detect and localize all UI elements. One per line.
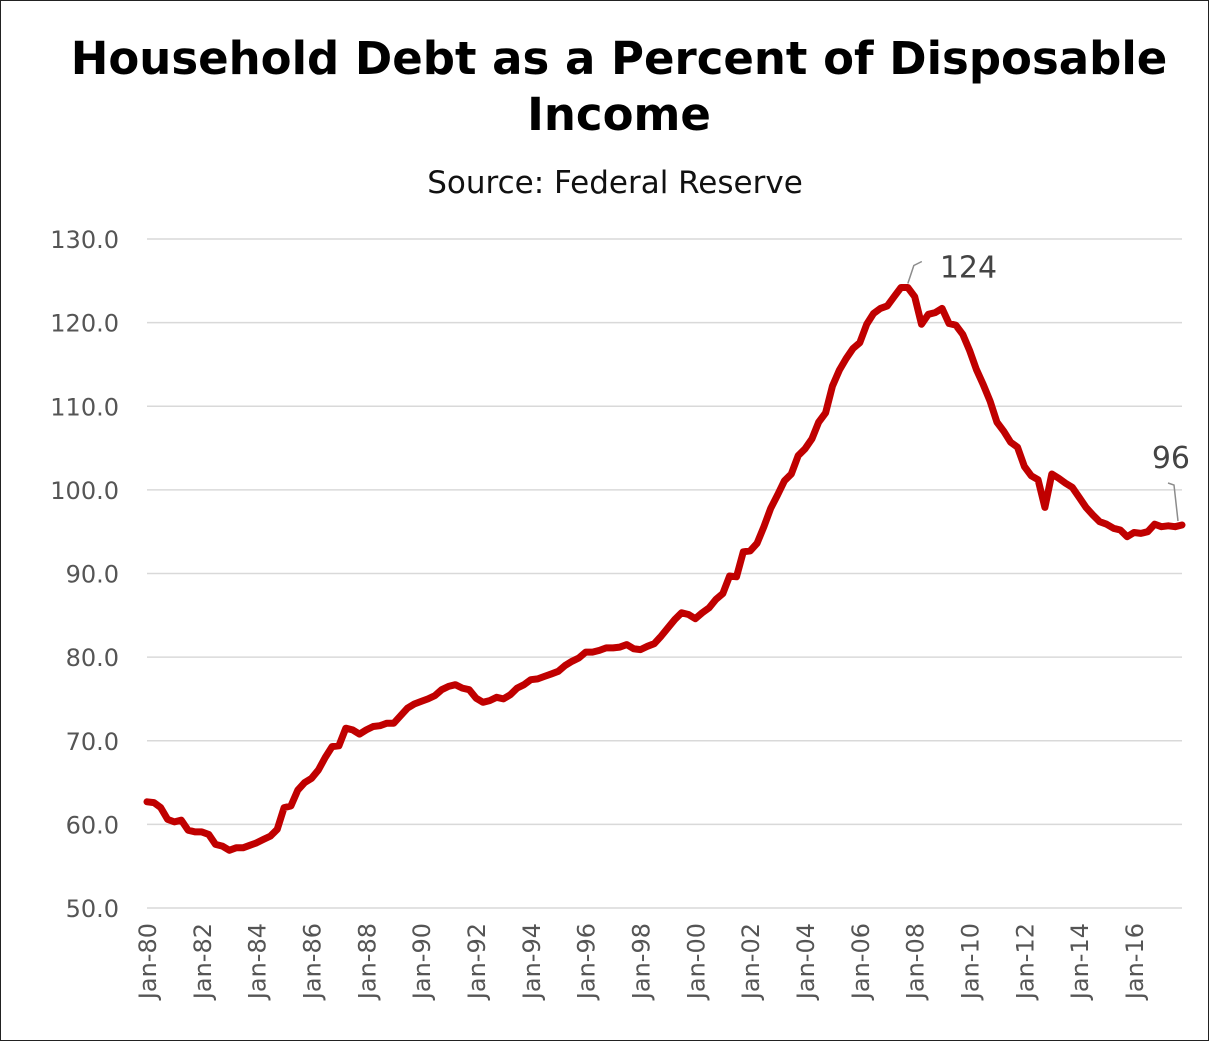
x-tick-label: Jan-86 xyxy=(299,923,327,1001)
data-label-leader xyxy=(1167,482,1179,522)
y-tick-label: 60.0 xyxy=(66,811,119,839)
x-tick-label: Jan-90 xyxy=(408,923,436,1001)
x-tick-label: Jan-92 xyxy=(463,923,491,1001)
chart-subtitle: Source: Federal Reserve xyxy=(427,165,803,201)
y-tick-label: 130.0 xyxy=(50,226,119,254)
x-tick-label: Jan-08 xyxy=(902,923,930,1001)
x-tick-label: Jan-00 xyxy=(682,923,710,1001)
x-tick-label: Jan-02 xyxy=(737,923,765,1001)
y-tick-label: 110.0 xyxy=(50,393,119,421)
x-tick-label: Jan-80 xyxy=(134,923,162,1001)
y-tick-label: 50.0 xyxy=(66,895,119,923)
y-tick-label: 80.0 xyxy=(66,644,119,672)
x-tick-label: Jan-10 xyxy=(957,923,985,1001)
x-tick-label: Jan-96 xyxy=(573,923,601,1001)
x-tick-label: Jan-84 xyxy=(244,923,272,1001)
x-tick-label: Jan-88 xyxy=(353,923,381,1001)
gridlines xyxy=(147,238,1182,909)
data-label: 96 xyxy=(1152,441,1190,476)
x-axis: Jan-80 Jan-82 Jan-84 Jan-86 Jan-88 Jan-90 Jan-… xyxy=(134,923,1149,1001)
series-layer xyxy=(143,284,1186,854)
y-tick-label: 70.0 xyxy=(66,728,119,756)
x-tick-label: Jan-12 xyxy=(1011,923,1039,1001)
x-tick-label: Jan-94 xyxy=(518,923,546,1001)
y-axis: 50.0 60.0 70.0 80.0 90.0 100.0 110.0 120.0 130.0 xyxy=(50,226,119,923)
x-tick-label: Jan-82 xyxy=(189,923,217,1001)
data-label: 124 xyxy=(940,251,997,286)
x-tick-label: Jan-16 xyxy=(1121,923,1149,1001)
x-tick-label: Jan-06 xyxy=(847,923,875,1001)
x-tick-label: Jan-98 xyxy=(628,923,656,1001)
chart-title: Household Debt as a Percent of Disposabl… xyxy=(70,32,1168,141)
y-tick-label: 90.0 xyxy=(66,561,119,589)
debt-ratio-line xyxy=(143,284,1186,854)
y-tick-label: 100.0 xyxy=(50,477,119,505)
x-tick-label: Jan-04 xyxy=(792,923,820,1001)
data-label-leader xyxy=(907,260,923,284)
y-tick-label: 120.0 xyxy=(50,310,119,338)
annotations: 124 96 xyxy=(907,251,1190,522)
x-tick-label: Jan-14 xyxy=(1066,923,1094,1001)
